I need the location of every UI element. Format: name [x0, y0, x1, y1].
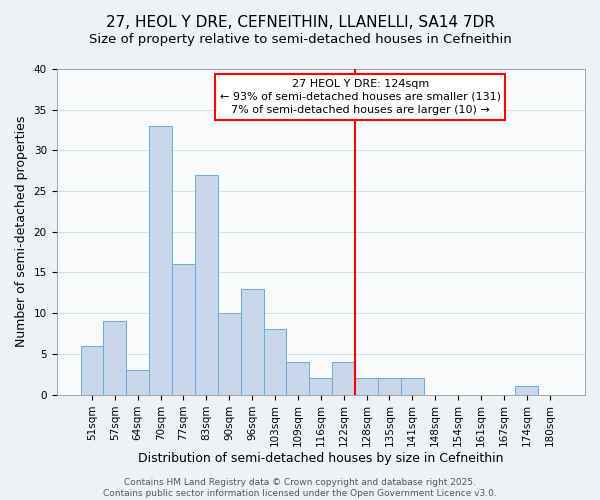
Bar — [172, 264, 195, 394]
Bar — [127, 370, 149, 394]
Bar — [310, 378, 332, 394]
Text: 27, HEOL Y DRE, CEFNEITHIN, LLANELLI, SA14 7DR: 27, HEOL Y DRE, CEFNEITHIN, LLANELLI, SA… — [106, 15, 494, 30]
Bar — [195, 175, 218, 394]
Bar — [286, 362, 310, 394]
Bar — [218, 313, 241, 394]
Text: 27 HEOL Y DRE: 124sqm
← 93% of semi-detached houses are smaller (131)
7% of semi: 27 HEOL Y DRE: 124sqm ← 93% of semi-deta… — [220, 79, 501, 115]
Y-axis label: Number of semi-detached properties: Number of semi-detached properties — [15, 116, 28, 348]
Bar — [80, 346, 103, 395]
Bar — [241, 289, 263, 395]
Bar — [355, 378, 378, 394]
Bar — [332, 362, 355, 394]
Text: Contains HM Land Registry data © Crown copyright and database right 2025.
Contai: Contains HM Land Registry data © Crown c… — [103, 478, 497, 498]
Bar — [515, 386, 538, 394]
Bar — [263, 330, 286, 394]
X-axis label: Distribution of semi-detached houses by size in Cefneithin: Distribution of semi-detached houses by … — [138, 452, 503, 465]
Bar — [401, 378, 424, 394]
Bar — [149, 126, 172, 394]
Bar — [378, 378, 401, 394]
Text: Size of property relative to semi-detached houses in Cefneithin: Size of property relative to semi-detach… — [89, 32, 511, 46]
Bar — [103, 322, 127, 394]
